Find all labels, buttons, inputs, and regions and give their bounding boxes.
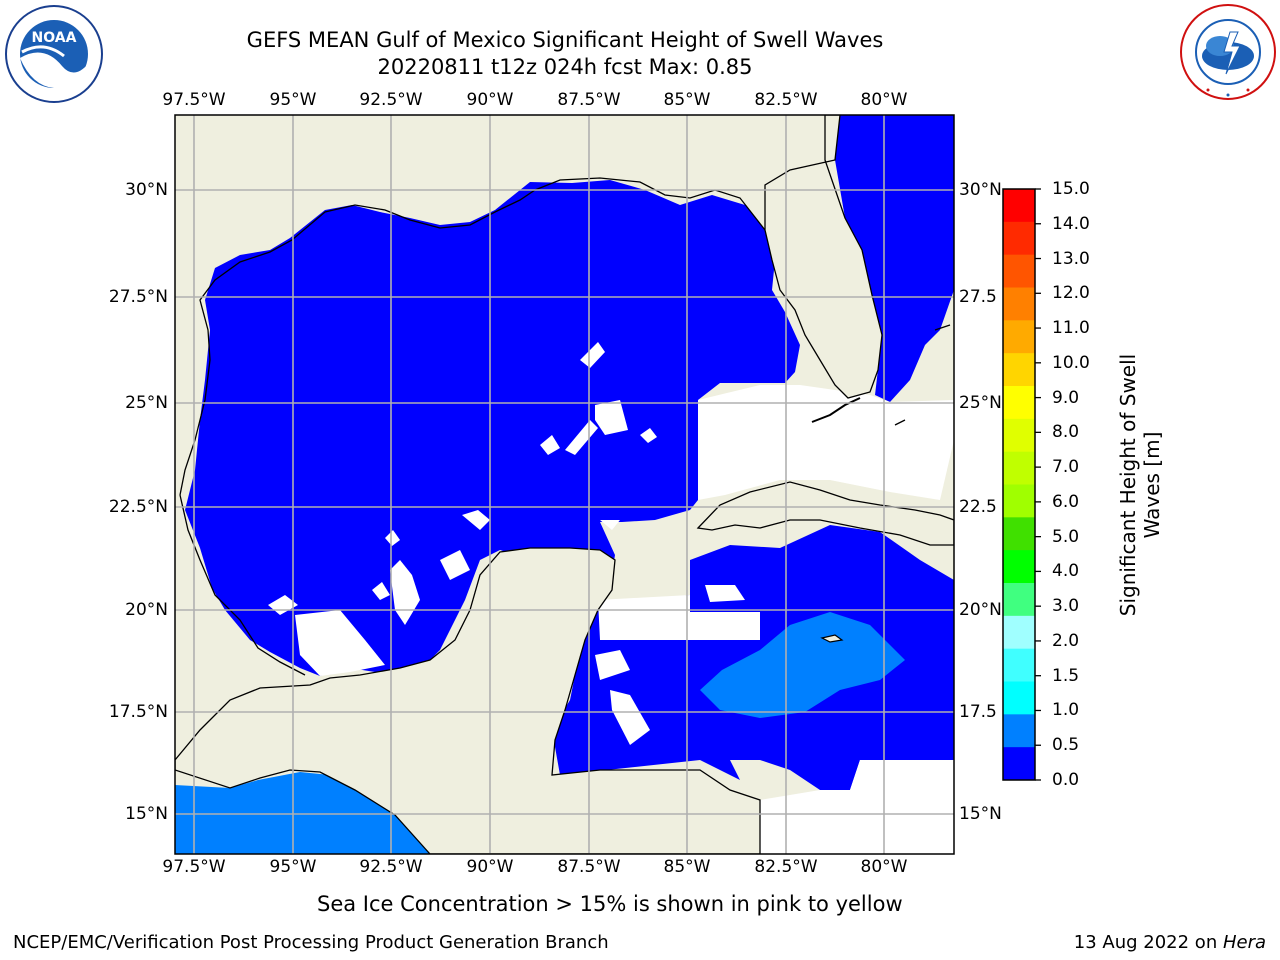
colorbar-cell — [1003, 418, 1035, 453]
colorbar-cell — [1003, 681, 1035, 715]
colorbar-tick-label: 3.0 — [1052, 596, 1080, 617]
lon-label-top: 92.5°W — [359, 90, 423, 110]
no-data-patches — [268, 342, 954, 854]
colorbar-tick-label: 7.0 — [1052, 457, 1080, 478]
lon-label-bottom: 87.5°W — [557, 857, 621, 877]
footer-branch: NCEP/EMC/Verification Post Processing Pr… — [13, 932, 609, 953]
colorbar-tick-label: 13.0 — [1052, 248, 1090, 269]
lat-label-left: 15°N — [125, 804, 168, 824]
lat-label-right: 27.5 — [959, 287, 997, 307]
lat-label-left: 20°N — [125, 600, 168, 620]
colorbar-cell — [1003, 254, 1035, 288]
yucatan-land — [175, 547, 761, 854]
colorbar — [1002, 188, 1041, 781]
gridlines — [175, 115, 954, 854]
colorbar-cell — [1003, 189, 1035, 223]
colorbar-cell — [1003, 615, 1035, 650]
gulf-swell-field — [185, 180, 800, 676]
lat-label-left: 27.5°N — [108, 287, 168, 307]
lat-label-right: 17.5 — [959, 702, 997, 722]
lon-label-bottom: 95°W — [269, 857, 317, 877]
lon-label-top: 80°W — [860, 90, 908, 110]
lat-label-left: 17.5°N — [108, 702, 168, 722]
lon-label-bottom: 80°W — [860, 857, 908, 877]
map-frame — [174, 114, 955, 855]
lon-label-top: 95°W — [269, 90, 317, 110]
colorbar-tick-label: 11.0 — [1052, 318, 1090, 339]
colorbar-cell — [1003, 583, 1035, 617]
footer-date: 13 Aug 2022 on Hera — [1074, 932, 1266, 954]
lat-label-right: 25°N — [959, 393, 1002, 413]
lat-label-left: 30°N — [125, 180, 168, 200]
colorbar-tick-label: 15.0 — [1052, 179, 1090, 199]
west-coastline — [179, 494, 306, 676]
colorbar-cell — [1003, 287, 1035, 321]
colorbar-tick-label: 0.0 — [1052, 770, 1080, 790]
footer-date-text: 13 Aug 2022 on — [1073, 932, 1223, 953]
colorbar-cell — [1003, 747, 1035, 781]
noaa-logo-text: NOAA — [32, 30, 77, 46]
north-coastline — [179, 177, 766, 496]
colorbar-frame — [1002, 188, 1036, 781]
caribbean-mid-swell — [700, 612, 905, 718]
colorbar-tick-label: 4.0 — [1052, 561, 1080, 582]
lat-label-right: 22.5 — [959, 497, 997, 517]
jamaica-land — [820, 634, 844, 643]
lat-label-left: 25°N — [125, 393, 168, 413]
colorbar-cell — [1003, 353, 1035, 387]
florida-land — [764, 115, 883, 399]
footer-host: Hera — [1222, 932, 1266, 953]
noaa-logo: NOAA — [4, 4, 104, 104]
lat-label-right: 30°N — [959, 180, 1002, 200]
colorbar-tick-label: 0.5 — [1052, 735, 1080, 756]
lon-label-top: 87.5°W — [557, 90, 621, 110]
colorbar-tick-label: 14.0 — [1052, 213, 1090, 234]
colorbar-cell — [1003, 320, 1035, 354]
colorbar-cell — [1003, 484, 1035, 518]
colorbar-label-line1: Significant Height of Swell — [1116, 353, 1140, 617]
chart-title-line1: GEFS MEAN Gulf of Mexico Significant Hei… — [246, 28, 884, 52]
colorbar-tick-label: 2.0 — [1052, 630, 1080, 651]
colorbar-cell — [1003, 550, 1035, 584]
lat-label-right: 20°N — [959, 600, 1002, 620]
colorbar-tick-label: 8.0 — [1052, 422, 1080, 443]
pacific-swell-field — [175, 772, 430, 854]
colorbar-tick-label: 1.0 — [1052, 700, 1080, 721]
colorbar-tick-label: 5.0 — [1052, 526, 1080, 547]
colorbar-tick-label: 1.5 — [1052, 665, 1080, 686]
colorbar-cell — [1003, 221, 1035, 256]
atlantic-swell-field — [835, 115, 954, 402]
colorbar-tick-label: 9.0 — [1052, 387, 1080, 408]
lon-label-bottom: 92.5°W — [359, 857, 423, 877]
colorbar-tick-label: 6.0 — [1052, 491, 1080, 512]
cuba-land — [696, 481, 954, 546]
colorbar-tick-label: 10.0 — [1052, 352, 1090, 373]
colorbar-cell — [1003, 517, 1035, 551]
lon-label-top: 97.5°W — [162, 90, 226, 110]
lon-label-bottom: 82.5°W — [754, 857, 818, 877]
lon-label-bottom: 85°W — [663, 857, 711, 877]
colorbar-cell — [1003, 714, 1035, 748]
lon-label-top: 82.5°W — [754, 90, 818, 110]
lon-label-top: 90°W — [466, 90, 514, 110]
lon-label-bottom: 90°W — [466, 857, 514, 877]
lon-label-top: 85°W — [663, 90, 711, 110]
bahamas — [894, 324, 951, 426]
colorbar-tick-label: 12.0 — [1052, 283, 1090, 304]
lon-label-bottom: 97.5°W — [162, 857, 226, 877]
colorbar-cell — [1003, 386, 1035, 420]
lat-label-right: 15°N — [959, 804, 1002, 824]
lat-label-left: 22.5°N — [108, 497, 168, 517]
sea-ice-note: Sea Ice Concentration > 15% is shown in … — [317, 892, 903, 916]
colorbar-label-line2: Waves [m] — [1140, 431, 1164, 539]
colorbar-cell — [1003, 451, 1035, 485]
nws-logo — [1178, 2, 1278, 102]
colorbar-cell — [1003, 648, 1035, 682]
chart-title-line2: 20220811 t12z 024h fcst Max: 0.85 — [377, 55, 753, 79]
florida-keys — [811, 397, 861, 423]
